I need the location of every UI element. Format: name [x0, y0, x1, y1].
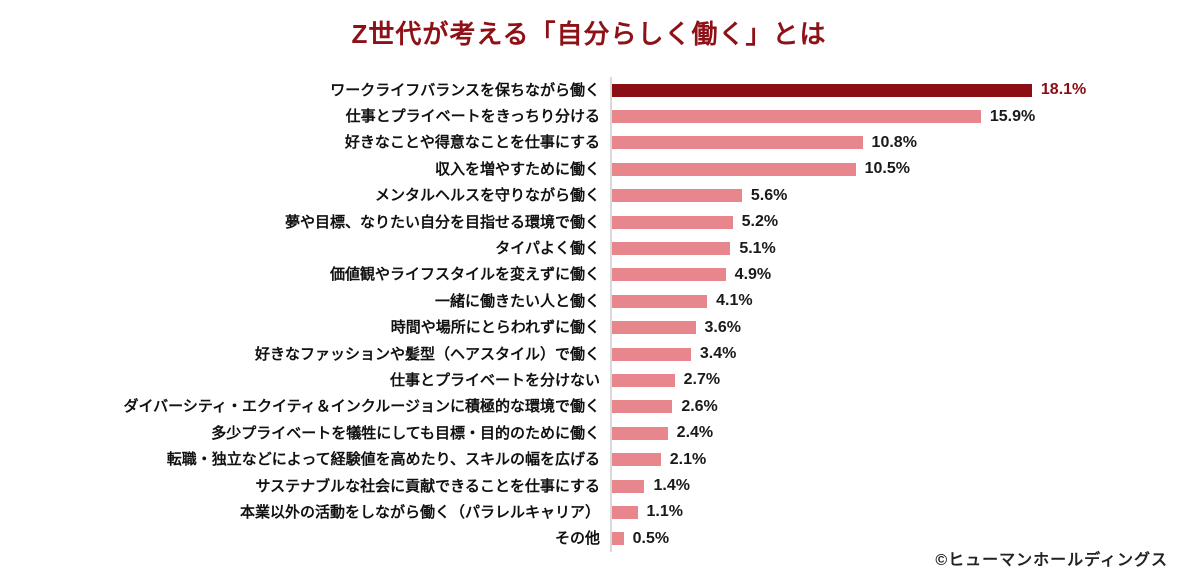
bar: [612, 532, 624, 546]
value-label: 15.9%: [989, 107, 1036, 125]
bar: [612, 162, 856, 176]
value-label: 5.1%: [739, 239, 776, 257]
value-label: 3.6%: [704, 318, 741, 336]
chart-row: 時間や場所にとらわれずに働く 3.6%: [0, 314, 1178, 341]
bar-cell: 5.2%: [610, 208, 1178, 236]
bar-cell: 10.5%: [610, 156, 1178, 183]
chart-row: 多少プライベートを犠牲にしても目標・目的のために働く 2.4%: [0, 420, 1178, 447]
category-label: ダイバーシティ・エクイティ＆インクルージョンに積極的な環境で働く: [123, 398, 600, 416]
category-label: 夢や目標、なりたい自分を目指せる環境で働く: [284, 213, 600, 231]
bar: [612, 136, 863, 150]
chart-row: 仕事とプライベートを分けない 2.7%: [0, 367, 1178, 394]
bar: [612, 242, 731, 256]
bar-cell: 2.7%: [610, 367, 1178, 394]
category-label: 仕事とプライベートを分けない: [389, 371, 600, 389]
value-label: 1.1%: [646, 503, 683, 521]
bar-cell: 3.6%: [610, 314, 1178, 341]
chart-row: 好きなファッションや髪型（ヘアスタイル）で働く 3.4%: [0, 340, 1178, 368]
bar-cell: 5.6%: [610, 182, 1178, 209]
chart-row: ワークライフバランスを保ちながら働く 18.1%: [0, 77, 1178, 104]
chart-row: 夢や目標、なりたい自分を目指せる環境で働く 5.2%: [0, 208, 1178, 236]
value-label: 4.1%: [716, 292, 753, 310]
bar-cell: 15.9%: [610, 103, 1178, 130]
category-label: 好きなファッションや髪型（ヘアスタイル）で働く: [254, 345, 600, 363]
value-label: 2.4%: [676, 424, 714, 442]
category-label: 一緒に働きたい人と働く: [434, 292, 600, 310]
category-label: 価値観やライフスタイルを変えずに働く: [329, 266, 600, 284]
chart-row: タイパよく働く 5.1%: [0, 235, 1178, 262]
bar-cell: 2.4%: [610, 420, 1178, 447]
chart-row: 本業以外の活動をしながら働く（パラレルキャリア） 1.1%: [0, 499, 1178, 526]
value-label: 18.1%: [1040, 81, 1087, 99]
chart-row: その他 0.5%: [0, 525, 1178, 553]
bar: [612, 110, 981, 124]
chart-row: 転職・独立などによって経験値を高めたり、スキルの幅を広げる 2.1%: [0, 446, 1178, 473]
bar-cell: 4.9%: [610, 261, 1178, 289]
chart-row: 仕事とプライベートをきっちり分ける 15.9%: [0, 103, 1178, 130]
category-label: 多少プライベートを犠牲にしても目標・目的のために働く: [211, 424, 600, 442]
bar-cell: 2.1%: [610, 446, 1178, 473]
chart-rows: ワークライフバランスを保ちながら働く 18.1% 仕事とプライベートをきっちり分…: [0, 77, 1178, 553]
value-label: 2.6%: [681, 397, 718, 415]
bar-cell: 18.1%: [610, 77, 1178, 104]
bar-cell: 2.6%: [610, 393, 1178, 421]
bar: [612, 479, 645, 493]
bar: [612, 215, 733, 229]
chart-row: 好きなことや得意なことを仕事にする 10.8%: [0, 129, 1178, 157]
bar-cell: 5.1%: [610, 235, 1178, 262]
value-label: 4.9%: [734, 265, 772, 283]
chart-row: 一緒に働きたい人と働く 4.1%: [0, 288, 1178, 315]
category-label: 好きなことや得意なことを仕事にする: [344, 134, 600, 152]
value-label: 1.4%: [653, 477, 690, 495]
bar-chart: ワークライフバランスを保ちながら働く 18.1% 仕事とプライベートをきっちり分…: [0, 77, 1178, 553]
bar: [612, 294, 708, 308]
chart-row: メンタルヘルスを守りながら働く 5.6%: [0, 182, 1178, 209]
chart-row: ダイバーシティ・エクイティ＆インクルージョンに積極的な環境で働く 2.6%: [0, 393, 1178, 421]
category-label: 転職・独立などによって経験値を高めたり、スキルの幅を広げる: [166, 451, 600, 469]
bar: [612, 83, 1032, 97]
chart-row: 収入を増やすために働く 10.5%: [0, 156, 1178, 183]
bar-cell: 3.4%: [610, 340, 1178, 368]
bar: [612, 400, 673, 414]
category-label: 仕事とプライベートをきっちり分ける: [345, 108, 600, 126]
bar: [612, 321, 696, 335]
category-label: ワークライフバランスを保ちながら働く: [330, 81, 600, 99]
chart-row: サステナブルな社会に貢献できることを仕事にする 1.4%: [0, 472, 1178, 500]
category-label: 時間や場所にとらわれずに働く: [390, 319, 600, 337]
category-label: その他: [554, 530, 600, 548]
copyright-label: ©ヒューマンホールディングス: [935, 552, 1168, 569]
category-label: 収入を増やすために働く: [434, 160, 600, 178]
bar-cell: 10.8%: [610, 129, 1178, 157]
bar-cell: 1.4%: [610, 472, 1178, 500]
chart-row: 価値観やライフスタイルを変えずに働く 4.9%: [0, 261, 1178, 289]
category-label: 本業以外の活動をしながら働く（パラレルキャリア）: [239, 503, 600, 521]
value-label: 2.7%: [683, 371, 721, 389]
value-label: 10.8%: [871, 133, 917, 151]
bar: [612, 189, 742, 203]
bar: [612, 373, 675, 387]
bar: [612, 426, 668, 440]
value-label: 5.6%: [750, 186, 788, 204]
bar-cell: 4.1%: [610, 288, 1178, 315]
value-label: 10.5%: [864, 160, 910, 178]
bar-cell: 1.1%: [610, 499, 1178, 526]
bar: [612, 505, 638, 519]
category-label: サステナブルな社会に貢献できることを仕事にする: [255, 477, 600, 495]
chart-title: Z世代が考える「自分らしく働く」とは: [351, 19, 827, 49]
bar-cell: 0.5%: [610, 525, 1178, 553]
category-label: メンタルヘルスを守りながら働く: [374, 187, 600, 205]
value-label: 2.1%: [669, 450, 707, 468]
bar: [612, 453, 661, 467]
value-label: 3.4%: [699, 345, 737, 363]
category-label: タイパよく働く: [495, 240, 600, 258]
bar: [612, 347, 691, 361]
value-label: 0.5%: [632, 529, 670, 547]
bar: [612, 268, 726, 282]
value-label: 5.2%: [741, 213, 779, 231]
